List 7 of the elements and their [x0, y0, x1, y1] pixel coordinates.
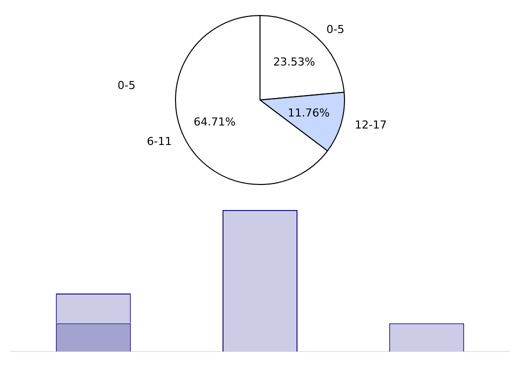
slice-label: 12-17: [354, 118, 387, 132]
text: 0-5: [118, 78, 136, 92]
data-label: 64.71%: [194, 115, 236, 128]
data-label: 23.53%: [273, 55, 316, 68]
slice-label: 0-5: [326, 23, 344, 36]
slice-label: 6-11: [146, 134, 172, 148]
data-label: 11.76%: [288, 106, 330, 120]
